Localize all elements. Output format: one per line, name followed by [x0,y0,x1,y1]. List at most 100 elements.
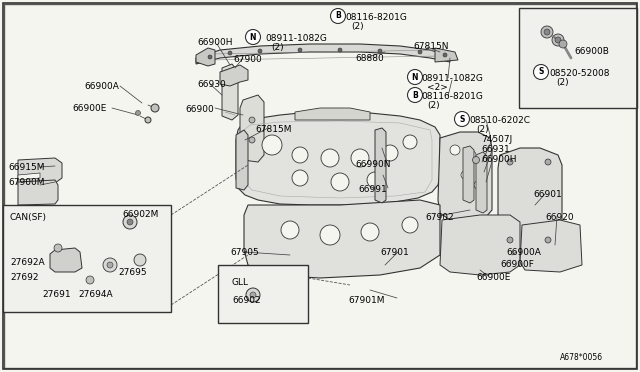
Circle shape [246,288,260,302]
Text: 08116-8201G: 08116-8201G [345,13,407,22]
Text: 27692A: 27692A [10,258,45,267]
Text: N: N [250,32,256,42]
Circle shape [534,64,548,80]
Text: 66991: 66991 [358,185,387,194]
Text: CAN(SF): CAN(SF) [10,213,47,222]
Polygon shape [240,95,264,162]
Polygon shape [50,248,82,272]
Text: 66915M: 66915M [8,163,45,172]
Circle shape [151,104,159,112]
Text: 66931: 66931 [481,145,509,154]
Polygon shape [222,64,238,120]
Text: 08911-1082G: 08911-1082G [421,74,483,83]
Polygon shape [236,130,248,190]
Text: (2): (2) [351,22,364,31]
Bar [3,205,171,312]
Polygon shape [196,44,450,64]
Text: 67905: 67905 [230,248,259,257]
Circle shape [351,149,369,167]
Text: 66900F: 66900F [500,260,534,269]
Text: (2): (2) [556,78,568,87]
Circle shape [250,292,256,298]
Text: 66900E: 66900E [72,104,106,113]
Text: B: B [412,90,418,99]
Text: 74507J: 74507J [481,135,512,144]
Circle shape [418,50,422,54]
Text: 66902M: 66902M [122,210,158,219]
Polygon shape [18,180,58,205]
Circle shape [378,49,382,53]
Polygon shape [498,148,562,250]
Text: 08510-6202C: 08510-6202C [469,116,530,125]
Text: 27691: 27691 [42,290,70,299]
Circle shape [208,55,212,59]
Text: 66900H: 66900H [197,38,232,47]
Circle shape [474,181,482,189]
Text: 66900: 66900 [185,105,214,114]
Text: (2): (2) [271,43,284,52]
Circle shape [281,221,299,239]
Circle shape [472,157,479,164]
Circle shape [507,159,513,165]
Polygon shape [476,152,487,213]
Text: (2): (2) [427,101,440,110]
Circle shape [127,219,133,225]
Circle shape [361,223,379,241]
Circle shape [338,48,342,52]
Circle shape [408,87,422,103]
Circle shape [402,217,418,233]
Circle shape [330,9,346,23]
Text: 67815M: 67815M [255,125,291,134]
Polygon shape [244,200,440,278]
Polygon shape [375,128,386,203]
Polygon shape [295,108,370,120]
Text: 67900M: 67900M [8,178,45,187]
Text: 66900A: 66900A [84,82,119,91]
Text: S: S [460,115,465,124]
Polygon shape [18,158,62,185]
Circle shape [249,137,255,143]
Circle shape [544,29,550,35]
Polygon shape [236,112,440,205]
Circle shape [103,258,117,272]
Circle shape [123,215,137,229]
Circle shape [258,49,262,53]
Text: 66990N: 66990N [355,160,390,169]
Polygon shape [520,220,582,272]
Text: (2): (2) [476,125,488,134]
Text: 66902: 66902 [232,296,260,305]
Text: 27694A: 27694A [78,290,113,299]
Polygon shape [435,48,458,62]
Circle shape [555,37,561,43]
Circle shape [507,237,513,243]
Circle shape [403,135,417,149]
Text: S: S [538,67,544,77]
Text: 66901: 66901 [533,190,562,199]
Circle shape [298,48,302,52]
Text: A678*0056: A678*0056 [560,353,603,362]
Circle shape [134,254,146,266]
Circle shape [468,151,476,159]
Circle shape [228,51,232,55]
Polygon shape [438,132,492,222]
Circle shape [367,172,383,188]
Text: 08116-8201G: 08116-8201G [421,92,483,101]
Text: 67815N: 67815N [413,42,449,51]
Circle shape [54,244,62,252]
Circle shape [443,53,447,57]
Polygon shape [18,173,40,180]
Circle shape [249,117,255,123]
Text: 66900A: 66900A [506,248,541,257]
Polygon shape [440,215,520,275]
Text: 66900B: 66900B [574,47,609,56]
Circle shape [145,117,151,123]
Polygon shape [220,65,248,86]
Circle shape [262,135,282,155]
Text: 08911-1082G: 08911-1082G [265,34,327,43]
Circle shape [559,40,567,48]
Circle shape [552,34,564,46]
Text: 67900: 67900 [233,55,262,64]
Circle shape [454,112,470,126]
Text: 27692: 27692 [10,273,38,282]
Text: 66900E: 66900E [476,273,510,282]
